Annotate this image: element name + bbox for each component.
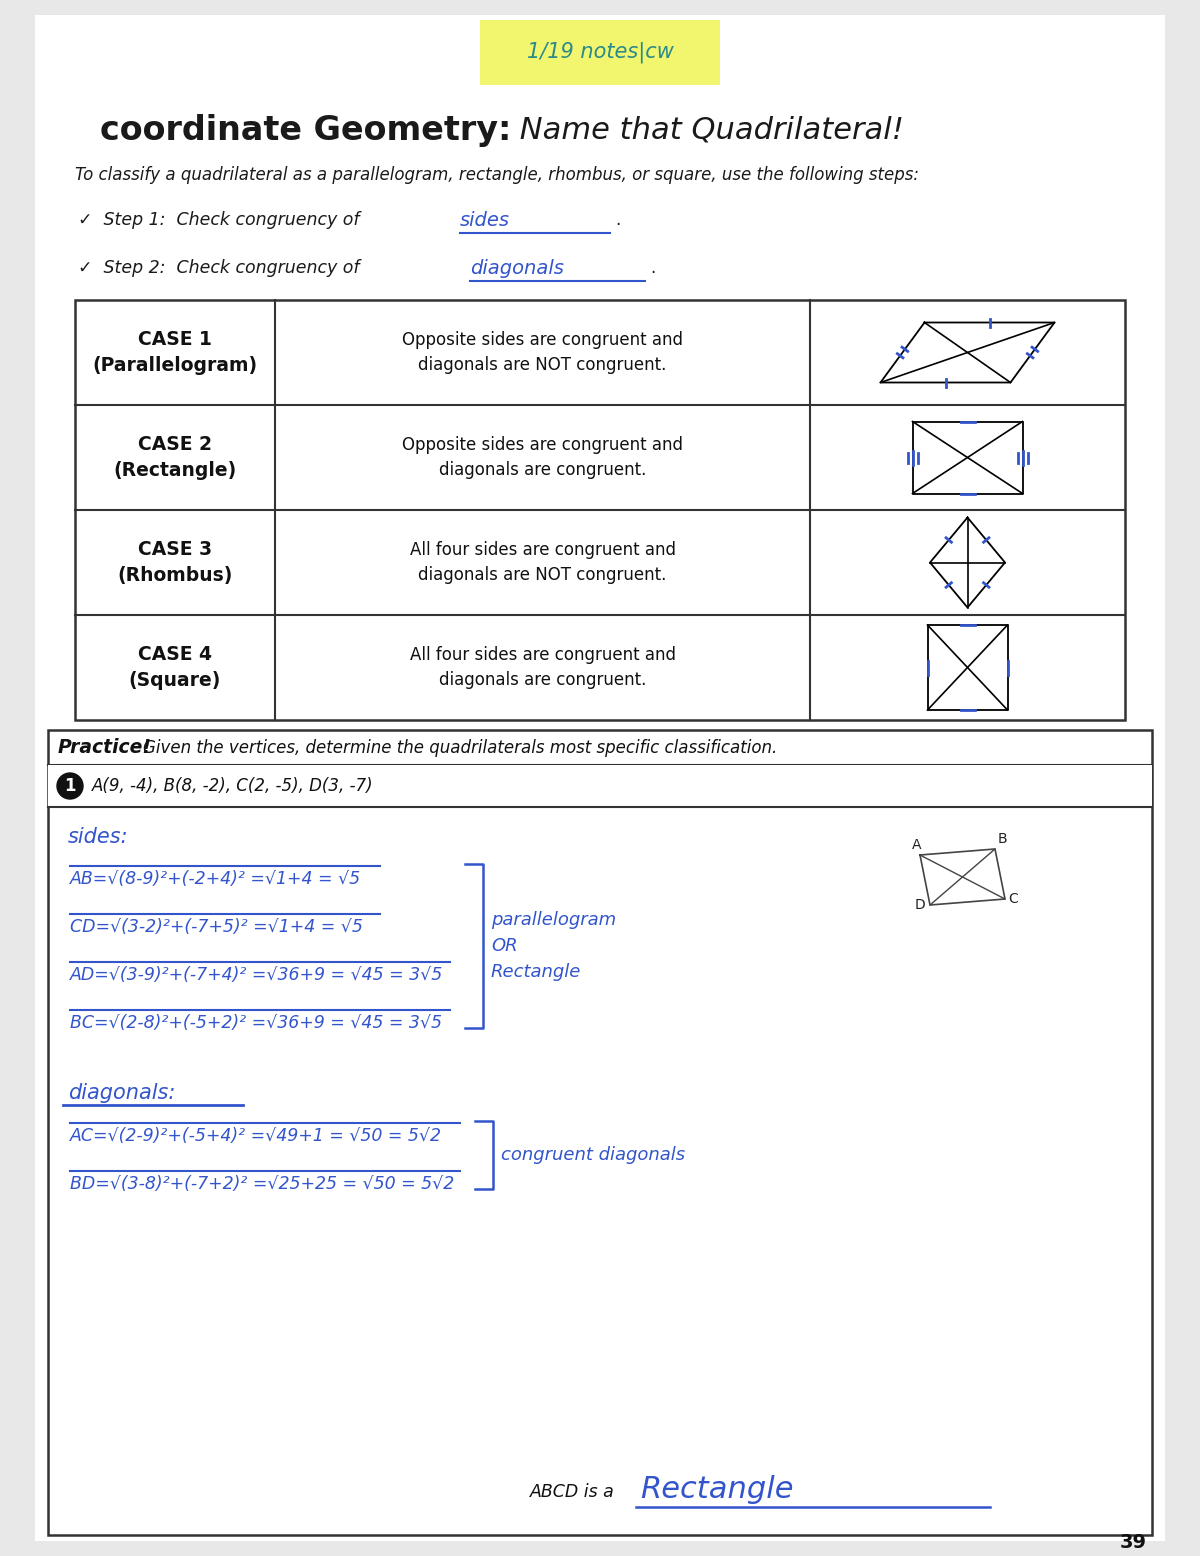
Text: Opposite sides are congruent and
diagonals are NOT congruent.: Opposite sides are congruent and diagona… xyxy=(402,331,683,373)
Text: sides: sides xyxy=(460,210,510,229)
Text: 39: 39 xyxy=(1120,1534,1147,1553)
Text: BC=√(2-8)²+(-5+2)² =√36+9 = √45 = 3√5: BC=√(2-8)²+(-5+2)² =√36+9 = √45 = 3√5 xyxy=(70,1015,442,1032)
Text: CASE 1
(Parallelogram): CASE 1 (Parallelogram) xyxy=(92,330,258,375)
Text: 1/19 notes|cw: 1/19 notes|cw xyxy=(527,42,673,64)
Text: AC=√(2-9)²+(-5+4)² =√49+1 = √50 = 5√2: AC=√(2-9)²+(-5+4)² =√49+1 = √50 = 5√2 xyxy=(70,1127,442,1145)
Text: B: B xyxy=(998,832,1008,846)
Bar xyxy=(74,300,1126,720)
Text: A: A xyxy=(912,839,922,853)
Text: Name that Quadrilateral!: Name that Quadrilateral! xyxy=(510,115,904,145)
Text: CASE 2
(Rectangle): CASE 2 (Rectangle) xyxy=(113,434,236,481)
Text: AD=√(3-9)²+(-7+4)² =√36+9 = √45 = 3√5: AD=√(3-9)²+(-7+4)² =√36+9 = √45 = 3√5 xyxy=(70,966,443,983)
Text: parallelogram
OR
Rectangle: parallelogram OR Rectangle xyxy=(491,910,616,982)
Text: Opposite sides are congruent and
diagonals are congruent.: Opposite sides are congruent and diagona… xyxy=(402,436,683,479)
Text: A(9, -4), B(8, -2), C(2, -5), D(3, -7): A(9, -4), B(8, -2), C(2, -5), D(3, -7) xyxy=(92,776,373,795)
Text: Practice!: Practice! xyxy=(58,738,152,758)
Text: congruent diagonals: congruent diagonals xyxy=(502,1147,685,1164)
Bar xyxy=(48,766,1152,808)
Text: BD=√(3-8)²+(-7+2)² =√25+25 = √50 = 5√2: BD=√(3-8)²+(-7+2)² =√25+25 = √50 = 5√2 xyxy=(70,1175,455,1193)
Circle shape xyxy=(58,773,83,798)
Text: Given the vertices, determine the quadrilaterals most specific classification.: Given the vertices, determine the quadri… xyxy=(143,739,778,756)
Text: .: . xyxy=(650,258,655,277)
Text: 1: 1 xyxy=(65,776,76,795)
Text: CASE 3
(Rhombus): CASE 3 (Rhombus) xyxy=(118,540,233,585)
Text: C: C xyxy=(1008,892,1018,906)
Text: coordinate Geometry:: coordinate Geometry: xyxy=(100,114,511,146)
Text: All four sides are congruent and
diagonals are NOT congruent.: All four sides are congruent and diagona… xyxy=(409,541,676,584)
Text: ✓  Step 2:  Check congruency of: ✓ Step 2: Check congruency of xyxy=(78,258,365,277)
Text: .: . xyxy=(616,212,620,229)
Text: diagonals: diagonals xyxy=(470,258,564,277)
Bar xyxy=(48,730,1152,1536)
Text: AB=√(8-9)²+(-2+4)² =√1+4 = √5: AB=√(8-9)²+(-2+4)² =√1+4 = √5 xyxy=(70,870,361,888)
Text: CD=√(3-2)²+(-7+5)² =√1+4 = √5: CD=√(3-2)²+(-7+5)² =√1+4 = √5 xyxy=(70,918,362,937)
Text: To classify a quadrilateral as a parallelogram, rectangle, rhombus, or square, u: To classify a quadrilateral as a paralle… xyxy=(74,166,919,184)
Text: D: D xyxy=(916,898,925,912)
Text: ABCD is a: ABCD is a xyxy=(530,1483,620,1502)
Text: Rectangle: Rectangle xyxy=(640,1475,793,1503)
Bar xyxy=(480,20,720,86)
Text: sides:: sides: xyxy=(68,826,128,846)
Text: diagonals:: diagonals: xyxy=(68,1083,175,1103)
Text: CASE 4
(Square): CASE 4 (Square) xyxy=(128,644,221,691)
Text: ✓  Step 1:  Check congruency of: ✓ Step 1: Check congruency of xyxy=(78,212,365,229)
Text: All four sides are congruent and
diagonals are congruent.: All four sides are congruent and diagona… xyxy=(409,646,676,689)
